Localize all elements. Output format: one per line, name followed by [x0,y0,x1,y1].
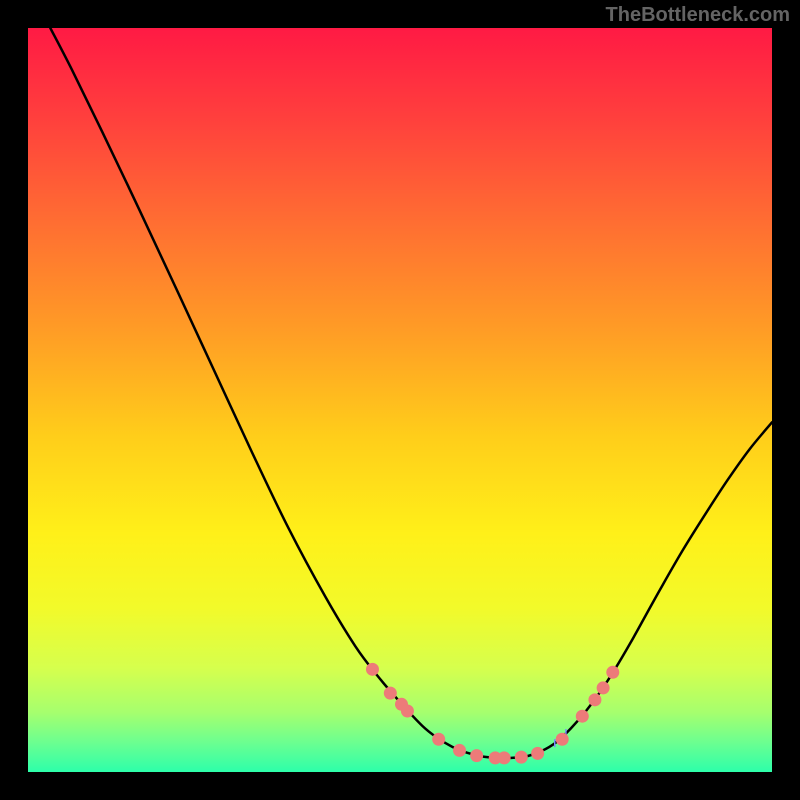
data-marker [401,704,414,717]
data-marker [384,687,397,700]
plot-svg [28,28,772,772]
data-marker [432,733,445,746]
data-marker [515,751,528,764]
data-marker [597,681,610,694]
gradient-background [28,28,772,772]
plot-area [28,28,772,772]
data-marker [453,744,466,757]
data-marker [588,693,601,706]
data-marker [498,751,511,764]
data-marker [366,663,379,676]
chart-container: TheBottleneck.com [0,0,800,800]
data-marker [531,747,544,760]
data-marker [576,710,589,723]
data-marker [470,749,483,762]
data-marker [606,666,619,679]
data-marker [556,733,569,746]
watermark-text: TheBottleneck.com [606,4,790,27]
